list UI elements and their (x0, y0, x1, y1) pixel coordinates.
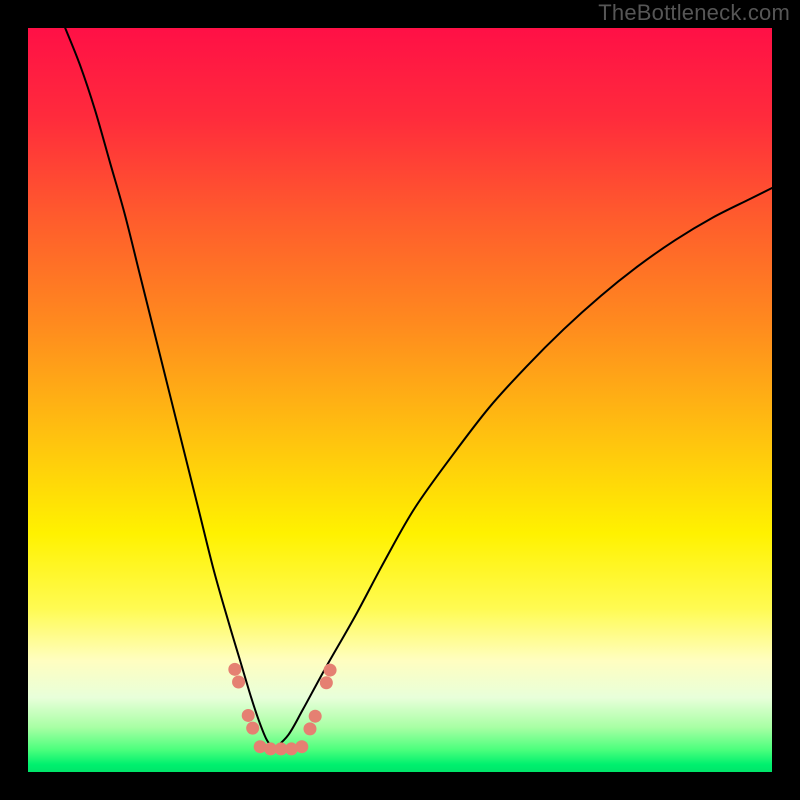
curve-marker (320, 676, 333, 689)
curve-marker (232, 675, 245, 688)
curve-marker (295, 740, 308, 753)
curve-marker (246, 722, 259, 735)
curve-marker (228, 663, 241, 676)
curve-marker (242, 709, 255, 722)
bottleneck-curve-plot (0, 0, 800, 800)
curve-marker (324, 664, 337, 677)
curve-marker (303, 722, 316, 735)
gradient-background (28, 28, 772, 772)
curve-marker (309, 710, 322, 723)
chart-stage: TheBottleneck.com (0, 0, 800, 800)
